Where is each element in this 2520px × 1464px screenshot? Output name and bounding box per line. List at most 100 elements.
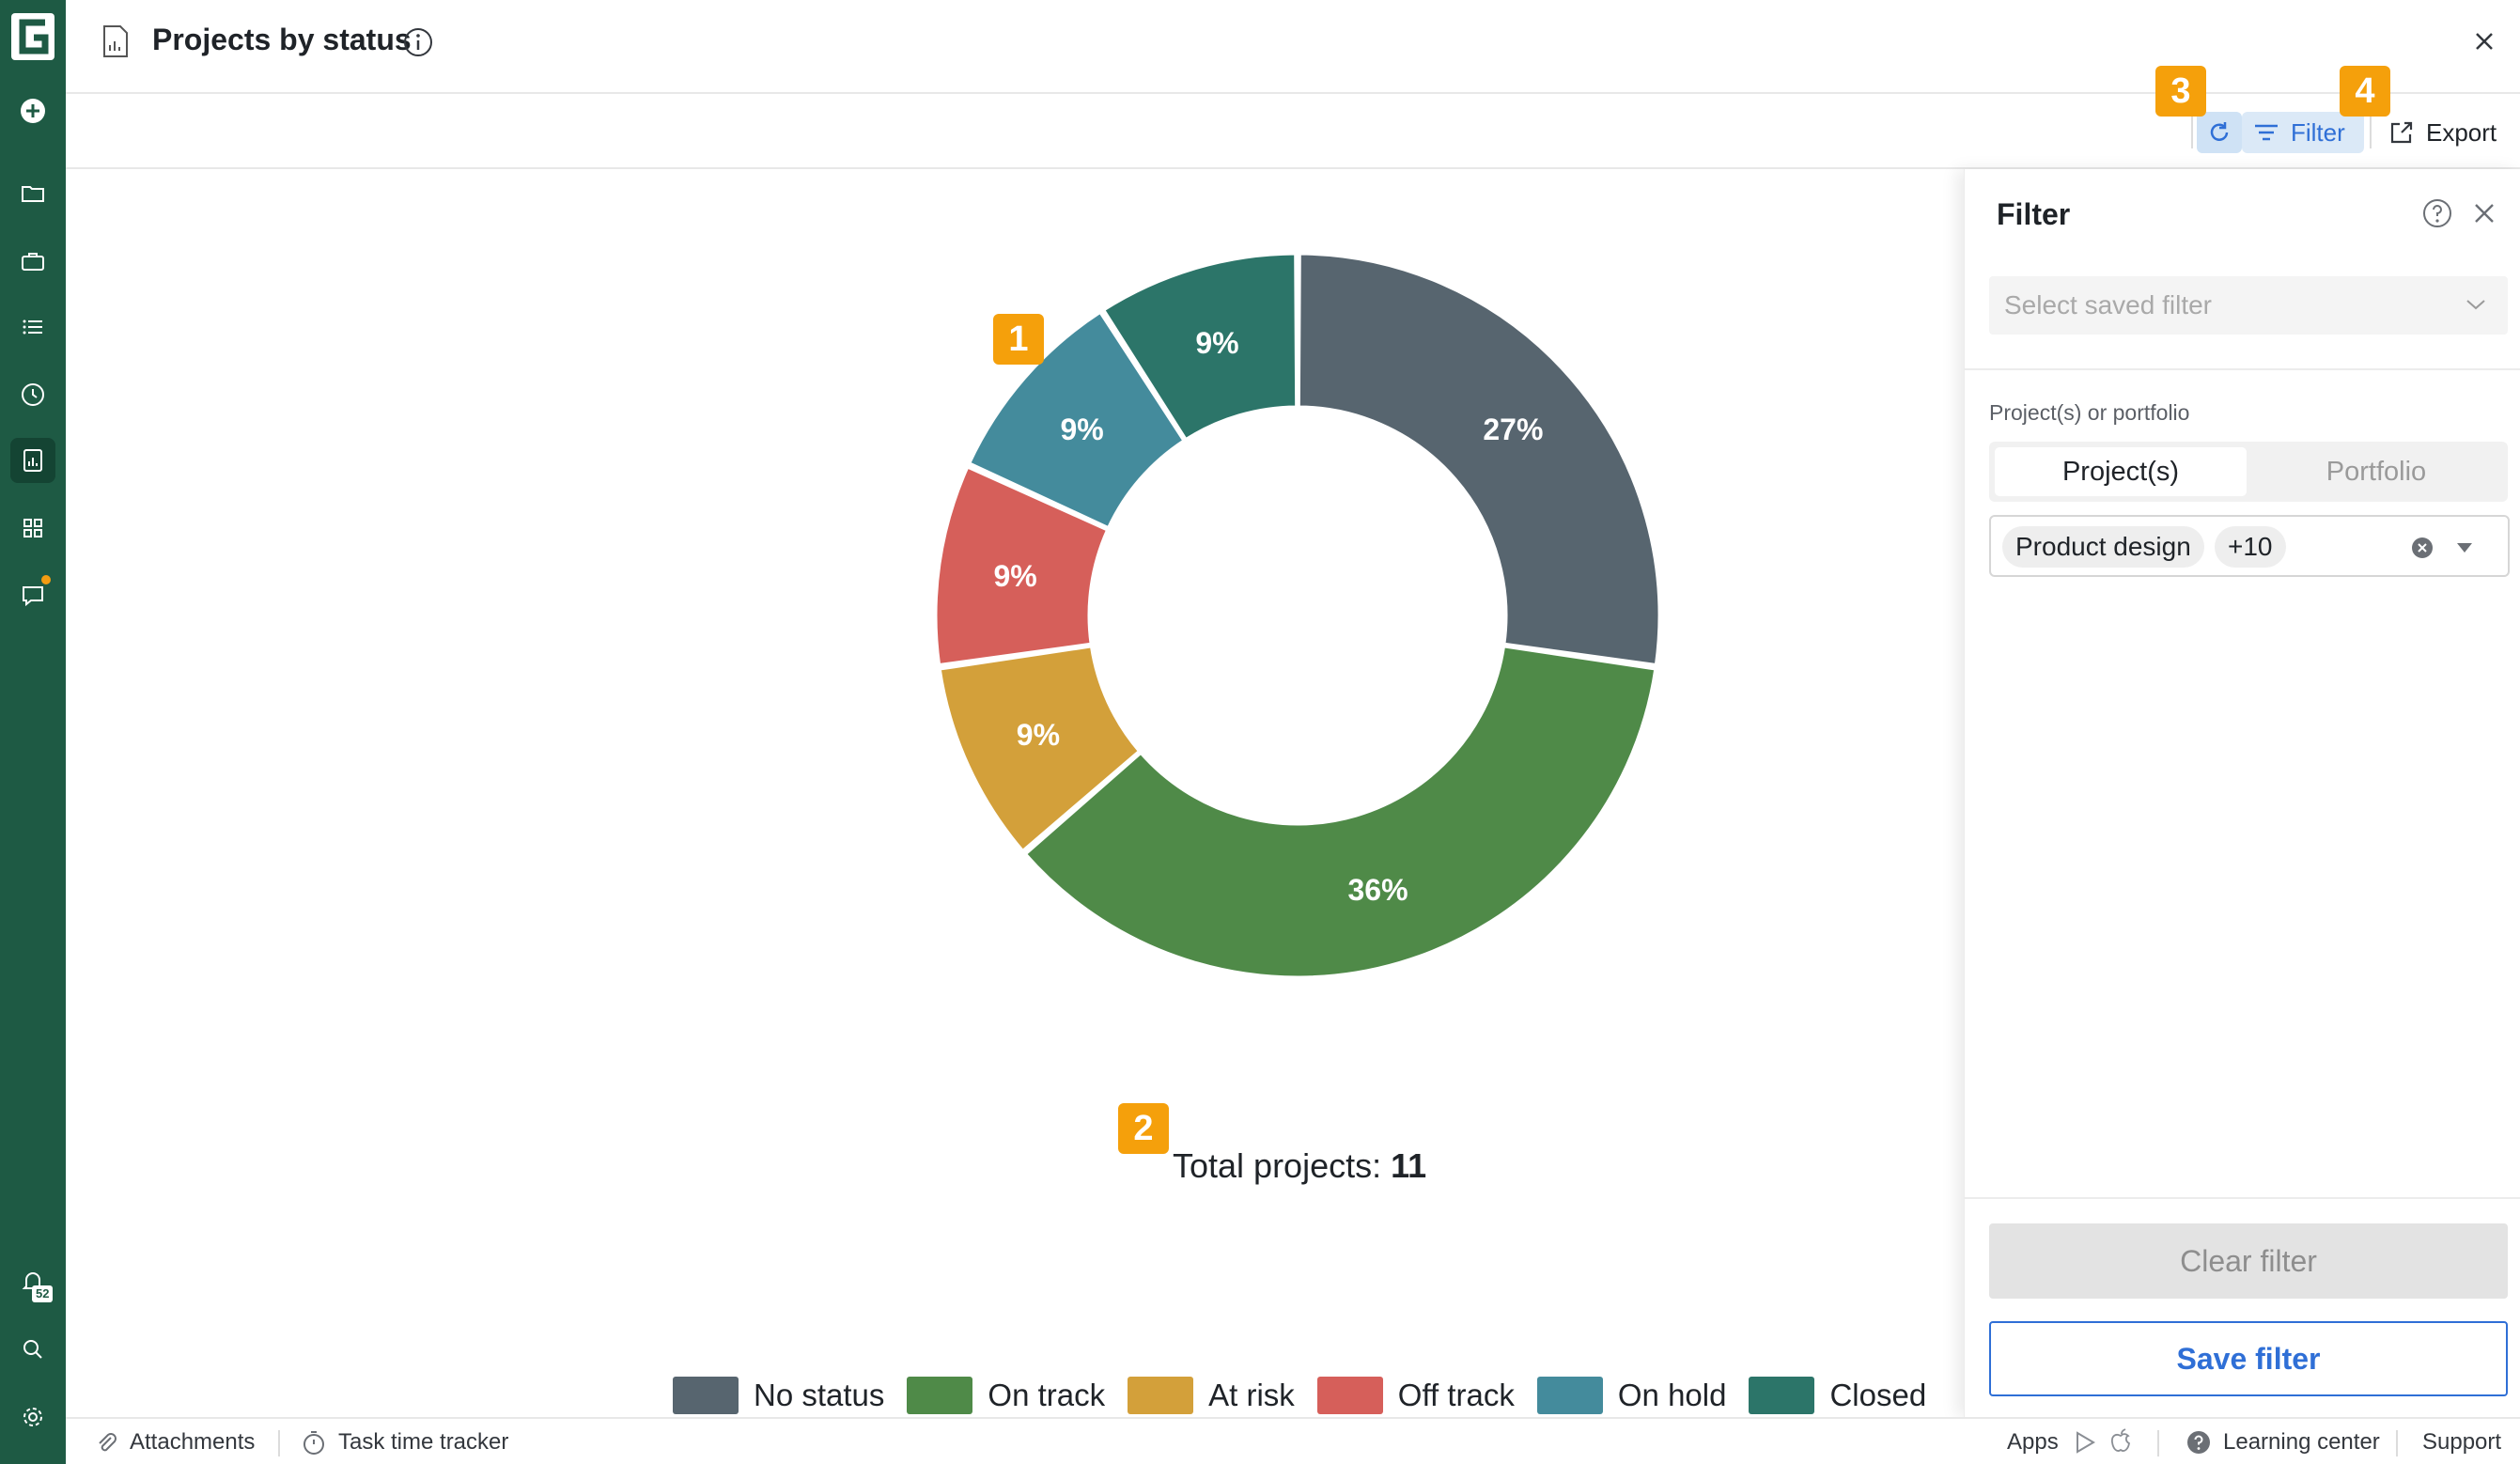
legend-swatch: [907, 1377, 973, 1414]
donut-slice-closed[interactable]: [1101, 252, 1299, 442]
callout-marker-2: 2: [1118, 1103, 1169, 1154]
search-icon[interactable]: [10, 1327, 55, 1372]
legend-swatch: [1536, 1377, 1603, 1414]
paperclip-icon: [99, 1433, 117, 1452]
question-circle-icon: [2187, 1431, 2210, 1454]
apps-link[interactable]: Apps: [2007, 1419, 2059, 1464]
legend-swatch: [1749, 1377, 1815, 1414]
refresh-icon: [2210, 122, 2229, 141]
support-label: Support: [2422, 1429, 2502, 1455]
folder-icon[interactable]: [10, 171, 55, 216]
selected-project-chip[interactable]: Product design: [2002, 526, 2204, 568]
legend-swatch: [1128, 1377, 1194, 1414]
legend-label: At risk: [1208, 1378, 1295, 1412]
statusbar-separator: [2396, 1430, 2398, 1456]
help-icon[interactable]: [2421, 197, 2453, 229]
learning-center-link[interactable]: Learning center: [2186, 1419, 2380, 1464]
clear-filter-button[interactable]: Clear filter: [1989, 1223, 2508, 1299]
legend-swatch: [1316, 1377, 1383, 1414]
report-toolbar: Filter Export: [66, 94, 2520, 169]
refresh-button[interactable]: [2197, 112, 2242, 153]
saved-filter-select[interactable]: Select saved filter: [1989, 276, 2508, 335]
export-icon: [2390, 121, 2413, 144]
list-icon[interactable]: [10, 304, 55, 350]
stopwatch-icon: [303, 1431, 324, 1455]
export-button-label: Export: [2426, 117, 2497, 147]
tab-projects[interactable]: Project(s): [1995, 447, 2247, 496]
filter-panel: Filter Select saved filter Project(s) or…: [1964, 169, 2520, 1417]
donut-slice-at-risk[interactable]: [938, 645, 1142, 853]
chat-unread-dot: [41, 575, 51, 584]
google-play-icon[interactable]: [2073, 1430, 2097, 1455]
donut-slice-no-status[interactable]: [1297, 252, 1661, 667]
attachments-label: Attachments: [130, 1429, 256, 1455]
info-icon[interactable]: [402, 26, 434, 58]
callout-marker-1: 1: [993, 314, 1044, 365]
settings-gear-icon[interactable]: [10, 1394, 55, 1440]
legend-item-on-track[interactable]: On track: [907, 1377, 1105, 1414]
legend-item-off-track[interactable]: Off track: [1316, 1377, 1515, 1414]
export-button[interactable]: Export: [2379, 112, 2520, 153]
statusbar-separator: [2157, 1430, 2159, 1456]
dropdown-caret-icon[interactable]: [2453, 539, 2476, 556]
total-projects-value: 11: [1391, 1146, 1427, 1185]
legend-item-no-status[interactable]: No status: [673, 1377, 884, 1414]
slice-label-on-hold: 9%: [1061, 413, 1104, 446]
app-logo-icon[interactable]: [8, 9, 58, 64]
reports-icon[interactable]: [10, 438, 55, 483]
project-portfolio-toggle: Project(s) Portfolio: [1989, 442, 2508, 502]
callout-marker-3: 3: [2155, 66, 2206, 117]
briefcase-icon[interactable]: [10, 239, 55, 284]
panel-divider: [1965, 368, 2520, 370]
clock-icon[interactable]: [10, 372, 55, 417]
legend-item-at-risk[interactable]: At risk: [1128, 1377, 1295, 1414]
filter-button[interactable]: Filter: [2242, 112, 2364, 153]
statusbar-separator: [278, 1430, 280, 1456]
chat-icon[interactable]: [10, 573, 55, 618]
toolbar-separator: [2191, 117, 2193, 148]
toolbar-separator: [2370, 117, 2372, 148]
donut-slice-on-hold[interactable]: [967, 310, 1186, 530]
total-projects: Total projects: 11: [1173, 1146, 1426, 1186]
apps-grid-icon[interactable]: [10, 506, 55, 551]
donut-slice-off-track[interactable]: [934, 465, 1110, 667]
filter-panel-close-icon[interactable]: [2472, 201, 2497, 226]
projects-field-label: Project(s) or portfolio: [1989, 400, 2190, 425]
filter-icon: [2255, 124, 2278, 141]
slice-label-at-risk: 9%: [1017, 718, 1060, 752]
slice-label-off-track: 9%: [993, 559, 1036, 593]
tab-portfolio[interactable]: Portfolio: [2326, 456, 2427, 487]
create-new-icon[interactable]: [10, 88, 55, 133]
more-projects-chip[interactable]: +10: [2215, 526, 2286, 568]
legend-item-on-hold[interactable]: On hold: [1536, 1377, 1726, 1414]
report-document-icon: [103, 25, 128, 57]
filter-panel-title: Filter: [1997, 197, 2071, 231]
filter-button-label: Filter: [2291, 117, 2345, 147]
task-time-tracker-link[interactable]: Task time tracker: [301, 1419, 508, 1464]
donut-slice-on-track[interactable]: [1023, 645, 1657, 979]
legend-item-closed[interactable]: Closed: [1749, 1377, 1926, 1414]
save-filter-button[interactable]: Save filter: [1989, 1321, 2508, 1396]
panel-footer-divider: [1965, 1197, 2520, 1199]
legend-label: Closed: [1829, 1378, 1927, 1412]
left-navigation-rail: 52: [0, 0, 66, 1464]
bottom-status-bar: Attachments Task time tracker Apps Learn…: [66, 1417, 2520, 1464]
chart-legend: No status On track At risk Off track On hold…: [673, 1374, 1949, 1417]
legend-label: Off track: [1397, 1378, 1515, 1412]
attachments-link[interactable]: Attachments: [94, 1419, 255, 1464]
legend-label: On track: [988, 1378, 1106, 1412]
callout-marker-4: 4: [2340, 66, 2390, 117]
clear-selection-icon[interactable]: [2410, 536, 2434, 560]
saved-filter-placeholder: Select saved filter: [2004, 290, 2212, 319]
notification-count-badge: 52: [32, 1285, 54, 1302]
apple-icon[interactable]: [2108, 1428, 2133, 1455]
total-projects-label: Total projects:: [1173, 1146, 1382, 1185]
projects-multiselect[interactable]: Product design +10: [1989, 515, 2510, 577]
task-time-tracker-label: Task time tracker: [338, 1429, 509, 1455]
page-header: Projects by status: [66, 0, 2520, 94]
status-donut-chart: 27% 36% 9% 9% 9% 9%: [934, 252, 1661, 979]
legend-swatch: [673, 1377, 739, 1414]
legend-label: No status: [754, 1378, 885, 1412]
support-link[interactable]: Support: [2422, 1419, 2501, 1464]
close-icon[interactable]: [2471, 28, 2497, 55]
